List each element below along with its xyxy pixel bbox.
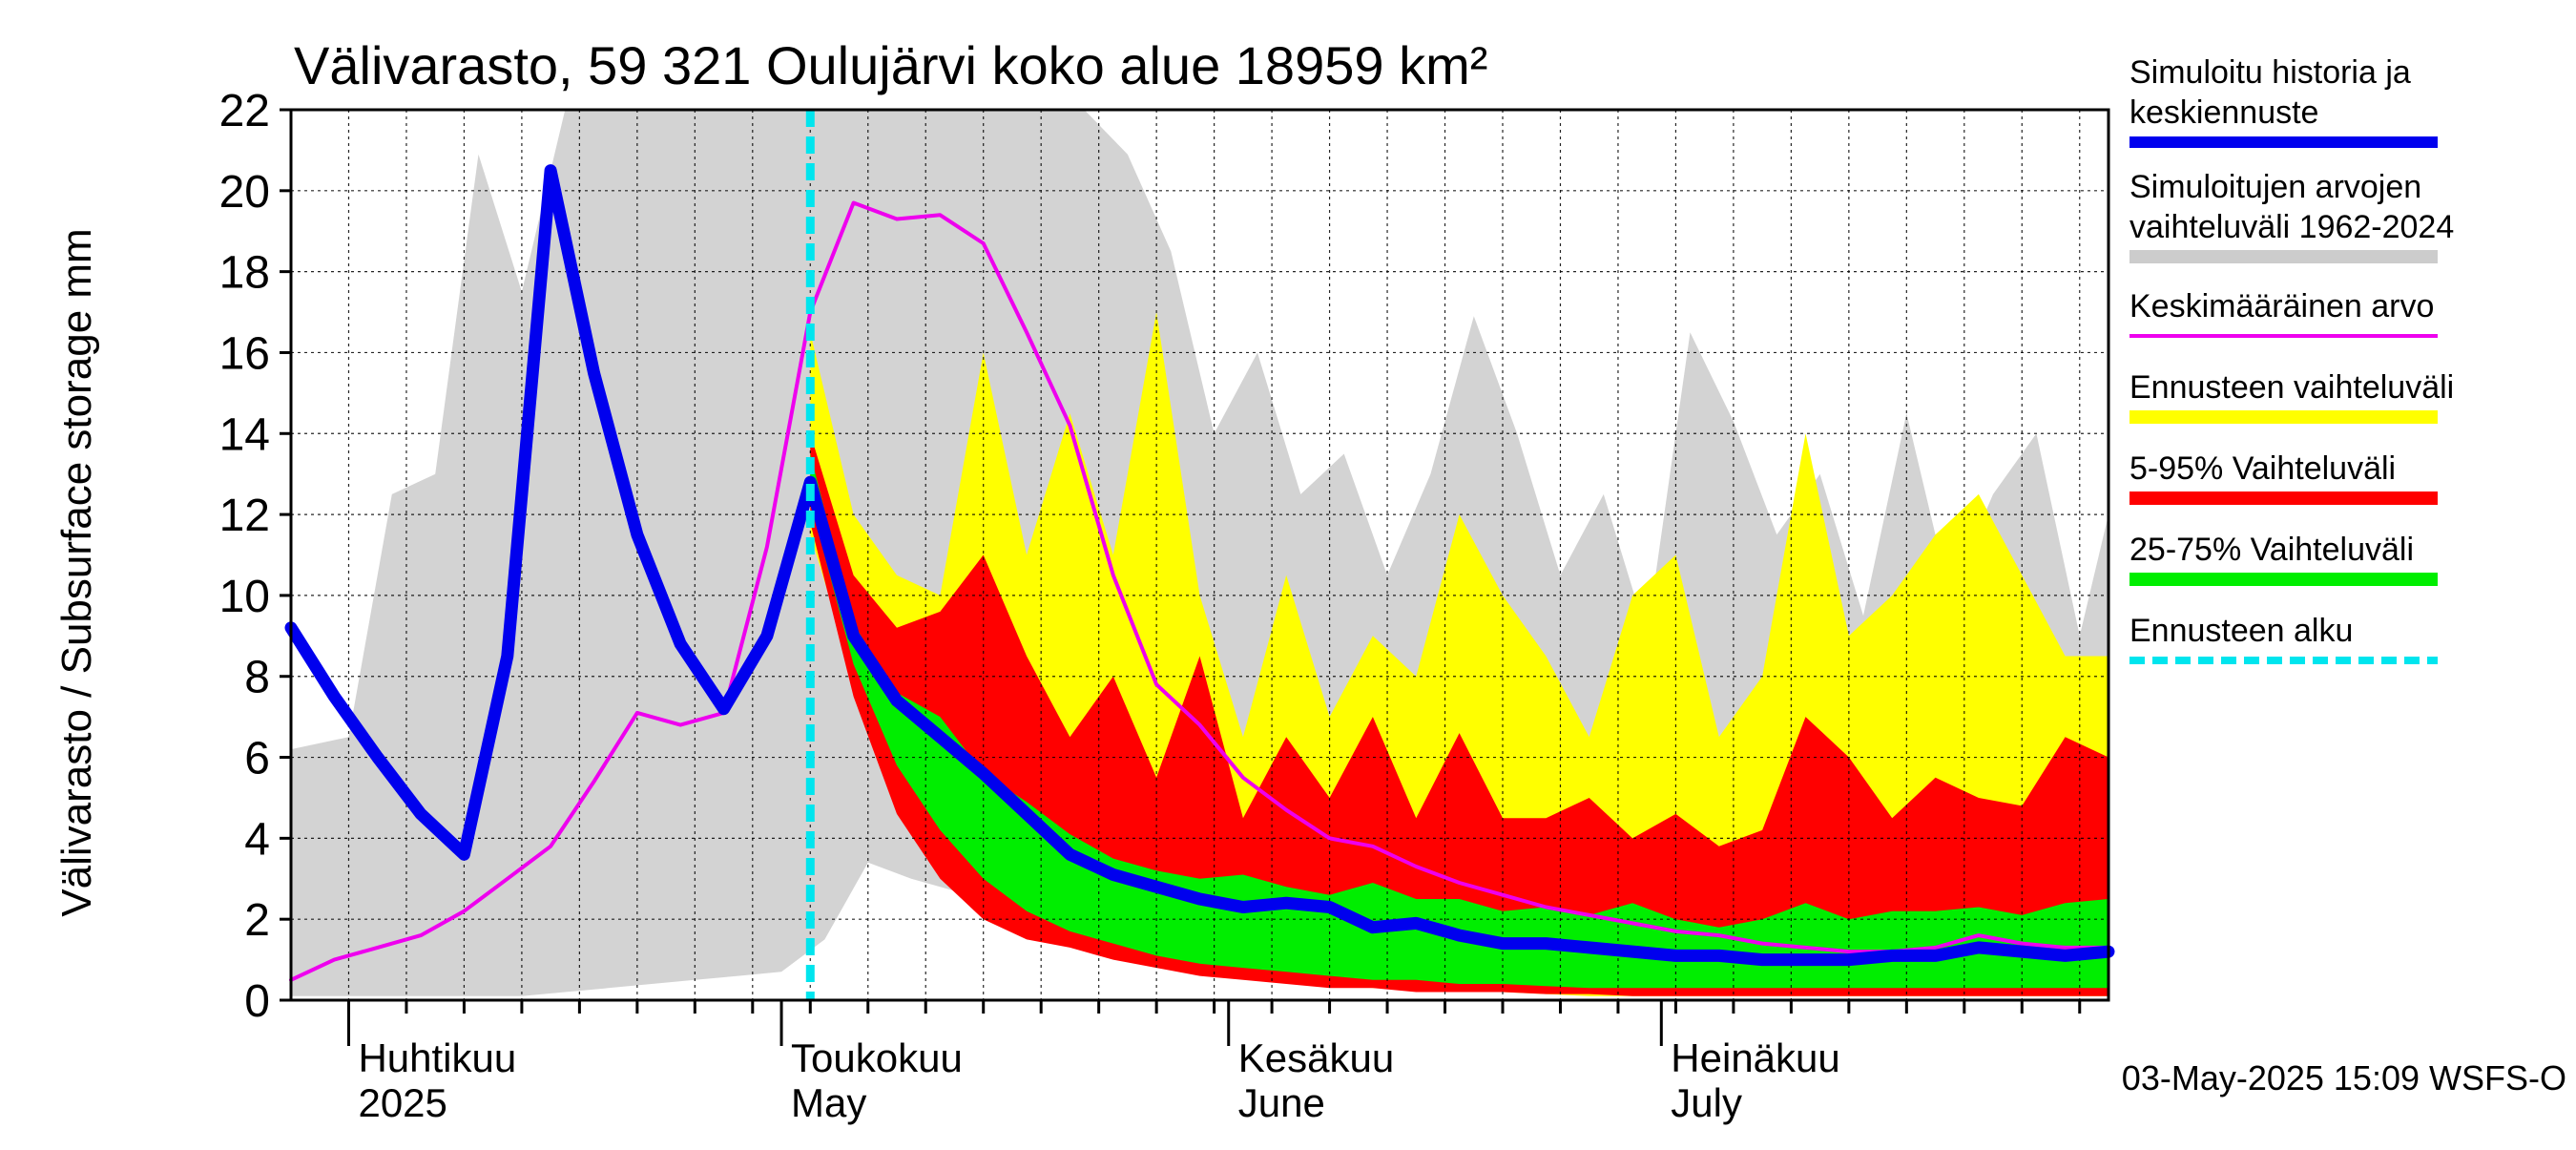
y-axis-label: Välivarasto / Subsurface storage mm (53, 228, 100, 916)
y-tick-label-5: 10 (219, 572, 270, 622)
month-label-en-2: June (1238, 1080, 1325, 1125)
plot-frame (289, 108, 2110, 1002)
y-tick-label-1: 2 (244, 895, 270, 946)
y-tick-label-10: 20 (219, 167, 270, 218)
chart-title: Välivarasto, 59 321 Oulujärvi koko alue … (294, 35, 1487, 95)
series-line-0 (289, 200, 2110, 982)
month-label-fi-3: Heinäkuu (1671, 1035, 1839, 1080)
month-label-fi-1: Toukokuu (791, 1035, 963, 1080)
month-label-fi-2: Kesäkuu (1238, 1035, 1394, 1080)
y-tick-label-7: 14 (219, 409, 270, 460)
legend-label-3: Ennusteen vaihteluväli (2129, 369, 2454, 406)
month-label-en-1: May (791, 1080, 866, 1125)
legend-label-1-1: vaihteluväli 1962-2024 (2129, 209, 2454, 245)
legend-label-4: 5-95% Vaihteluväli (2129, 450, 2396, 487)
y-tick-label-0: 0 (244, 976, 270, 1027)
y-tick-label-6: 12 (219, 491, 270, 541)
legend-label-2: Keskimääräinen arvo (2129, 288, 2434, 324)
y-tick-label-3: 6 (244, 734, 270, 784)
legend-label-1: Simuloitujen arvojen (2129, 169, 2421, 205)
legend-label-0: Simuloitu historia ja (2129, 54, 2411, 91)
month-label-fi-0: Huhtikuu (358, 1035, 516, 1080)
band-2 (810, 433, 2109, 996)
y-tick-label-2: 4 (244, 814, 270, 865)
footer-timestamp: 03-May-2025 15:09 WSFS-O (2122, 1058, 2566, 1098)
legend-label-0-1: keskiennuste (2129, 94, 2318, 131)
y-tick-label-11: 22 (219, 86, 270, 136)
month-label-en-0: 2025 (358, 1080, 447, 1125)
y-tick-label-4: 8 (244, 653, 270, 703)
y-tick-label-8: 16 (219, 328, 270, 379)
y-tick-label-9: 18 (219, 248, 270, 299)
legend-label-5: 25-75% Vaihteluväli (2129, 532, 2414, 568)
series-line-1 (284, 164, 2115, 967)
legend-label-6: Ennusteen alku (2129, 613, 2353, 649)
month-label-en-3: July (1671, 1080, 1742, 1125)
